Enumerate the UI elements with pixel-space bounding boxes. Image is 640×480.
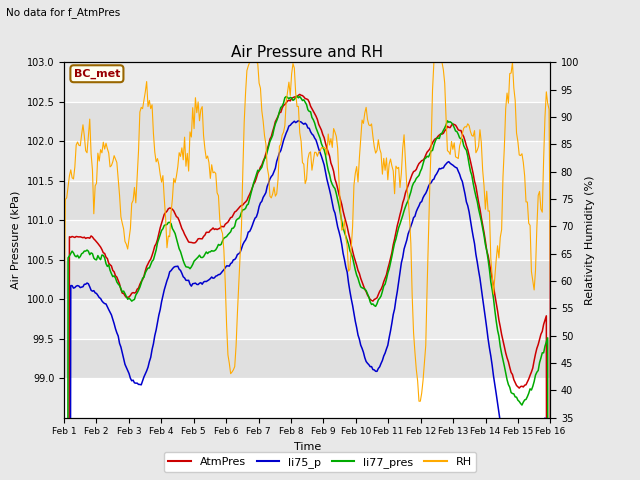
- Bar: [64, 102, 550, 141]
- Bar: [64, 339, 550, 378]
- Legend: AtmPres, li75_p, li77_pres, RH: AtmPres, li75_p, li77_pres, RH: [164, 452, 476, 472]
- Text: No data for f_AtmPres: No data for f_AtmPres: [6, 7, 121, 18]
- Bar: [64, 141, 550, 181]
- Bar: [64, 62, 550, 102]
- Text: BC_met: BC_met: [74, 69, 120, 79]
- Y-axis label: Air Pressure (kPa): Air Pressure (kPa): [11, 191, 21, 289]
- Title: Air Pressure and RH: Air Pressure and RH: [231, 45, 383, 60]
- Bar: [64, 260, 550, 299]
- Bar: [64, 299, 550, 339]
- Bar: [64, 181, 550, 220]
- Bar: [64, 220, 550, 260]
- X-axis label: Time: Time: [294, 442, 321, 452]
- Y-axis label: Relativity Humidity (%): Relativity Humidity (%): [585, 175, 595, 305]
